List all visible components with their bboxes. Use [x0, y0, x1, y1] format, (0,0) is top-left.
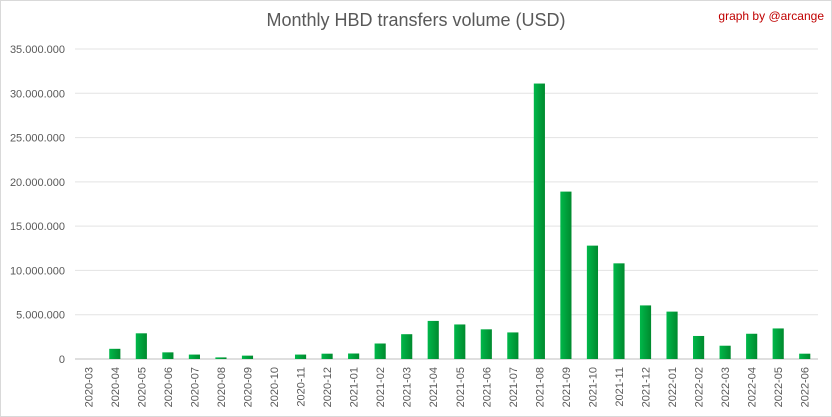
- y-tick-label: 25.000.000: [10, 133, 65, 145]
- x-tick-label: 2020-11: [296, 367, 308, 407]
- bar-2020-05: [135, 333, 147, 359]
- graph-credit: graph by @arcange: [718, 9, 824, 23]
- bar-2021-02: [374, 343, 386, 359]
- x-tick-label: 2020-08: [216, 367, 228, 407]
- chart-title: Monthly HBD transfers volume (USD): [266, 10, 566, 30]
- x-tick-label: 2021-05: [455, 367, 467, 407]
- x-tick-label: 2021-10: [587, 367, 599, 407]
- x-tick-label: 2020-09: [242, 367, 254, 407]
- y-tick-label: 20.000.000: [10, 177, 65, 189]
- x-tick-label: 2021-04: [428, 367, 440, 407]
- y-tick-label: 30.000.000: [10, 88, 65, 100]
- bar-2022-06: [799, 353, 811, 359]
- x-tick-label: 2022-02: [694, 367, 706, 407]
- y-tick-label: 35.000.000: [10, 44, 65, 56]
- x-tick-label: 2021-11: [614, 367, 626, 407]
- x-tick-label: 2020-07: [189, 367, 201, 407]
- bar-2020-12: [321, 353, 333, 359]
- x-tick-label: 2020-04: [110, 367, 122, 407]
- x-tick-label: 2022-05: [773, 367, 785, 407]
- bar-2021-01: [348, 353, 360, 359]
- bar-2020-08: [215, 357, 227, 359]
- x-tick-label: 2022-04: [747, 367, 759, 407]
- bar-2021-10: [586, 245, 599, 359]
- y-axis-ticks: 0 5.000.000 10.000.000 15.000.000 20.000.000…: [10, 44, 65, 366]
- bar-2022-01: [666, 311, 678, 359]
- x-tick-label: 2021-08: [534, 367, 546, 407]
- x-tick-label: 2020-03: [83, 367, 95, 407]
- x-tick-label: 2021-09: [561, 367, 573, 407]
- y-tick-label: 0: [59, 354, 65, 366]
- bar-2021-12: [639, 305, 652, 359]
- bar-2022-04: [746, 333, 758, 359]
- x-tick-label: 2022-01: [667, 367, 679, 407]
- bar-2021-07: [507, 332, 519, 359]
- y-tick-label: 10.000.000: [10, 265, 65, 277]
- x-tick-label: 2020-05: [136, 367, 148, 407]
- x-tick-label: 2021-06: [481, 367, 493, 407]
- x-tick-label: 2020-06: [163, 367, 175, 407]
- bars: [109, 83, 811, 360]
- x-tick-label: 2020-10: [269, 367, 281, 407]
- bar-2022-05: [772, 328, 784, 359]
- bar-2021-05: [454, 324, 466, 359]
- bar-2020-09: [241, 355, 254, 359]
- bar-2021-08: [533, 83, 545, 360]
- bar-2022-02: [693, 335, 705, 359]
- x-tick-label: 2021-07: [508, 367, 520, 407]
- x-tick-label: 2021-03: [402, 367, 414, 407]
- y-tick-label: 15.000.000: [10, 221, 65, 233]
- x-tick-label: 2021-01: [349, 367, 361, 407]
- x-tick-label: 2020-12: [322, 367, 334, 407]
- bar-2022-03: [719, 345, 731, 359]
- bar-2021-04: [427, 320, 439, 359]
- x-axis-ticks: 2020-03 2020-04 2020-05 2020-06 2020-07 2020-…: [83, 367, 811, 407]
- bar-2021-11: [613, 263, 625, 359]
- bar-2020-07: [188, 354, 200, 359]
- bar-2021-06: [480, 329, 492, 359]
- bar-2020-04: [109, 348, 121, 359]
- x-tick-label: 2021-02: [375, 367, 387, 407]
- bar-2021-03: [401, 334, 413, 359]
- x-tick-label: 2022-03: [720, 367, 732, 407]
- bar-2020-11: [294, 354, 307, 359]
- bar-2021-09: [560, 191, 572, 359]
- x-tick-label: 2021-12: [641, 367, 653, 407]
- y-tick-label: 5.000.000: [16, 310, 65, 322]
- gridlines: [75, 48, 818, 360]
- bar-2020-06: [162, 352, 174, 359]
- x-tick-label: 2022-06: [800, 367, 812, 407]
